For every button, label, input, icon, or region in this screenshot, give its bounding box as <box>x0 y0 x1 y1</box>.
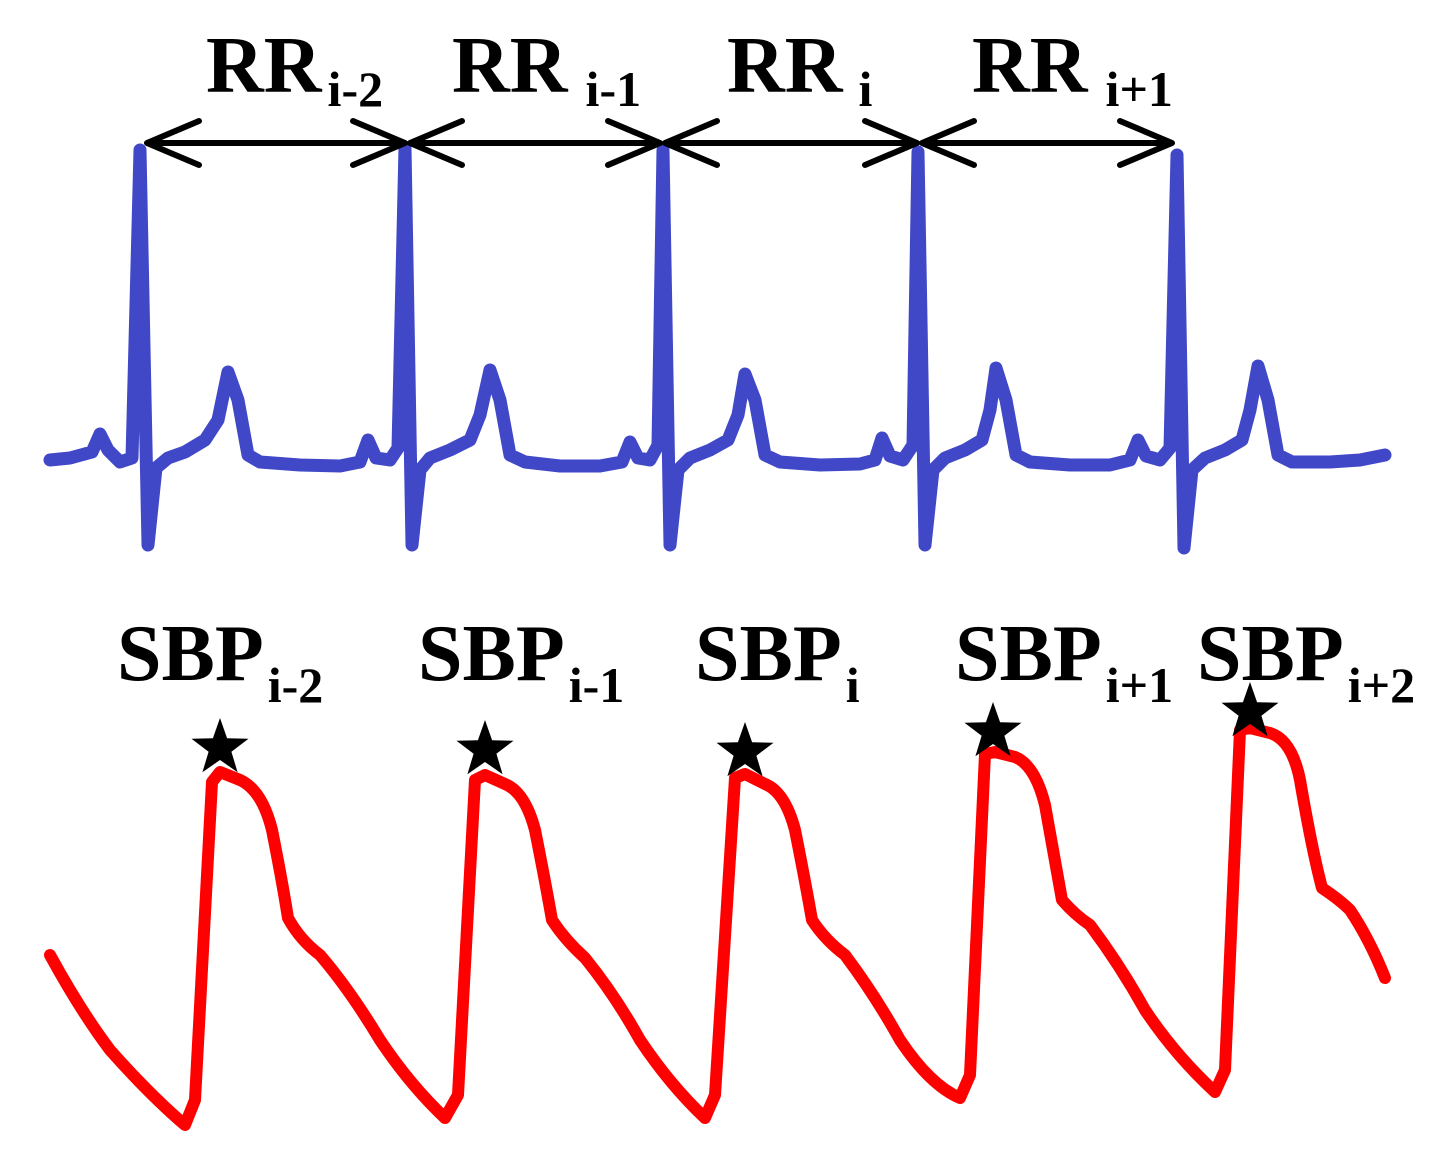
star-icon <box>456 720 514 775</box>
sbp-label-4: SBPi+1 <box>955 610 1173 713</box>
rr-arrow-4 <box>919 118 1175 168</box>
sbp-label-1: SBPi-2 <box>117 610 323 713</box>
sbp-label-3: SBPi <box>695 610 860 713</box>
rr-arrow-1 <box>144 118 408 168</box>
rr-label-4: RR i+1 <box>972 22 1173 117</box>
blood-pressure-trace <box>44 722 1391 1131</box>
rr-interval-arrows <box>144 118 1175 168</box>
star-icon <box>1221 682 1279 737</box>
star-icon <box>716 722 774 777</box>
sbp-label-5: SBPi+2 <box>1197 610 1415 713</box>
rr-arrow-2 <box>407 118 663 168</box>
star-icon <box>191 718 249 773</box>
systolic-peak-markers <box>191 682 1279 777</box>
rr-label-2: RR i-1 <box>452 22 641 117</box>
rr-arrow-3 <box>662 118 920 168</box>
rr-label-1: RR i-2 <box>206 22 383 117</box>
sbp-label-2: SBPi-1 <box>418 610 624 713</box>
ecg-trace <box>43 141 1392 555</box>
rr-label-3: RR i <box>727 22 873 117</box>
star-icon <box>964 702 1022 757</box>
